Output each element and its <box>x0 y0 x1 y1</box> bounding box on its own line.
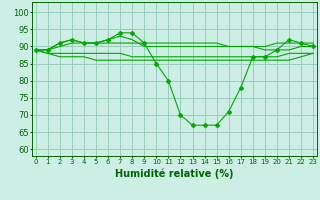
X-axis label: Humidité relative (%): Humidité relative (%) <box>115 168 234 179</box>
